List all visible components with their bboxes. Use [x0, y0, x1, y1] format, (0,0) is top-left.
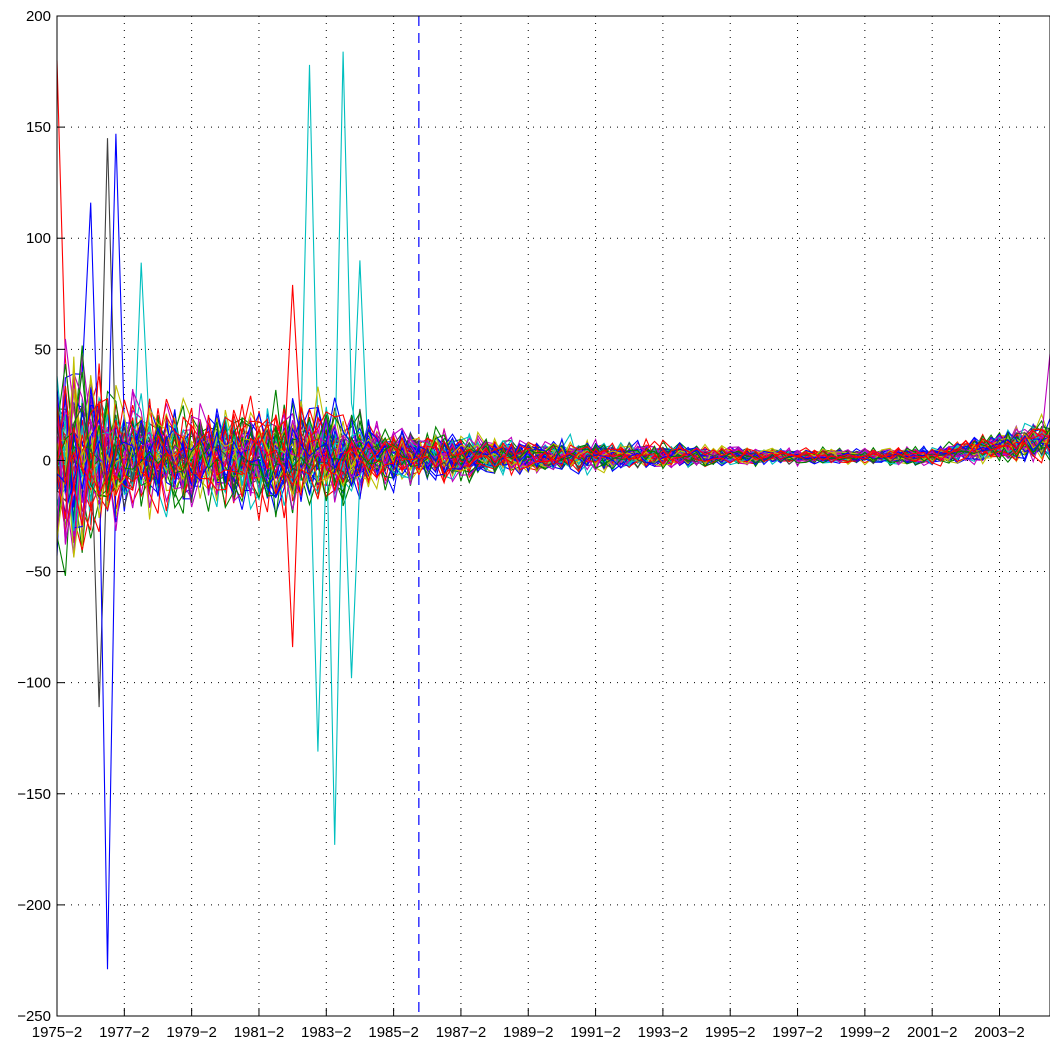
plot-background	[57, 16, 1050, 1016]
plot-frame	[56, 15, 1050, 1017]
x-tick-label: 1997−2	[772, 1024, 822, 1041]
x-axis: 1975−2 1977−2 1979−2 1981−2 1983−2 1985−2 1987…	[32, 1008, 1025, 1041]
x-tick-label: 1983−2	[301, 1024, 351, 1041]
y-tick-label: 150	[26, 119, 51, 136]
y-tick-label: −50	[26, 564, 51, 581]
x-tick-label: 1981−2	[234, 1024, 284, 1041]
y-tick-label: 0	[43, 452, 51, 469]
y-tick-label: 100	[26, 230, 51, 247]
x-tick-label: 1979−2	[166, 1024, 216, 1041]
y-tick-label: 50	[34, 341, 51, 358]
series-lines	[56, 51, 1050, 970]
x-tick-label: 1991−2	[570, 1024, 620, 1041]
y-tick-label: −250	[17, 1008, 51, 1025]
x-tick-label: 1975−2	[32, 1024, 82, 1041]
x-tick-label: 1987−2	[436, 1024, 486, 1041]
y-tick-label: −100	[17, 675, 51, 692]
grid-lines	[57, 16, 1050, 1016]
series-line	[56, 371, 1050, 510]
x-tick-label: 1995−2	[705, 1024, 755, 1041]
series-line	[56, 262, 1050, 530]
series-line	[56, 386, 1050, 648]
series-line	[56, 388, 1050, 532]
x-tick-label: 1985−2	[368, 1024, 418, 1041]
x-tick-label: 1977−2	[99, 1024, 149, 1041]
y-tick-label: −150	[17, 786, 51, 803]
x-tick-label: 2003−2	[974, 1024, 1024, 1041]
x-tick-label: 1999−2	[840, 1024, 890, 1041]
y-tick-label: 200	[26, 8, 51, 25]
series-line	[56, 399, 1050, 501]
x-tick-label: 2001−2	[907, 1024, 957, 1041]
y-tick-label: −200	[17, 897, 51, 914]
x-tick-label: 1993−2	[638, 1024, 688, 1041]
y-axis: −250 −200 −150 −100 −50 0 50 100 150 200	[17, 8, 65, 1025]
x-tick-label: 1989−2	[503, 1024, 553, 1041]
